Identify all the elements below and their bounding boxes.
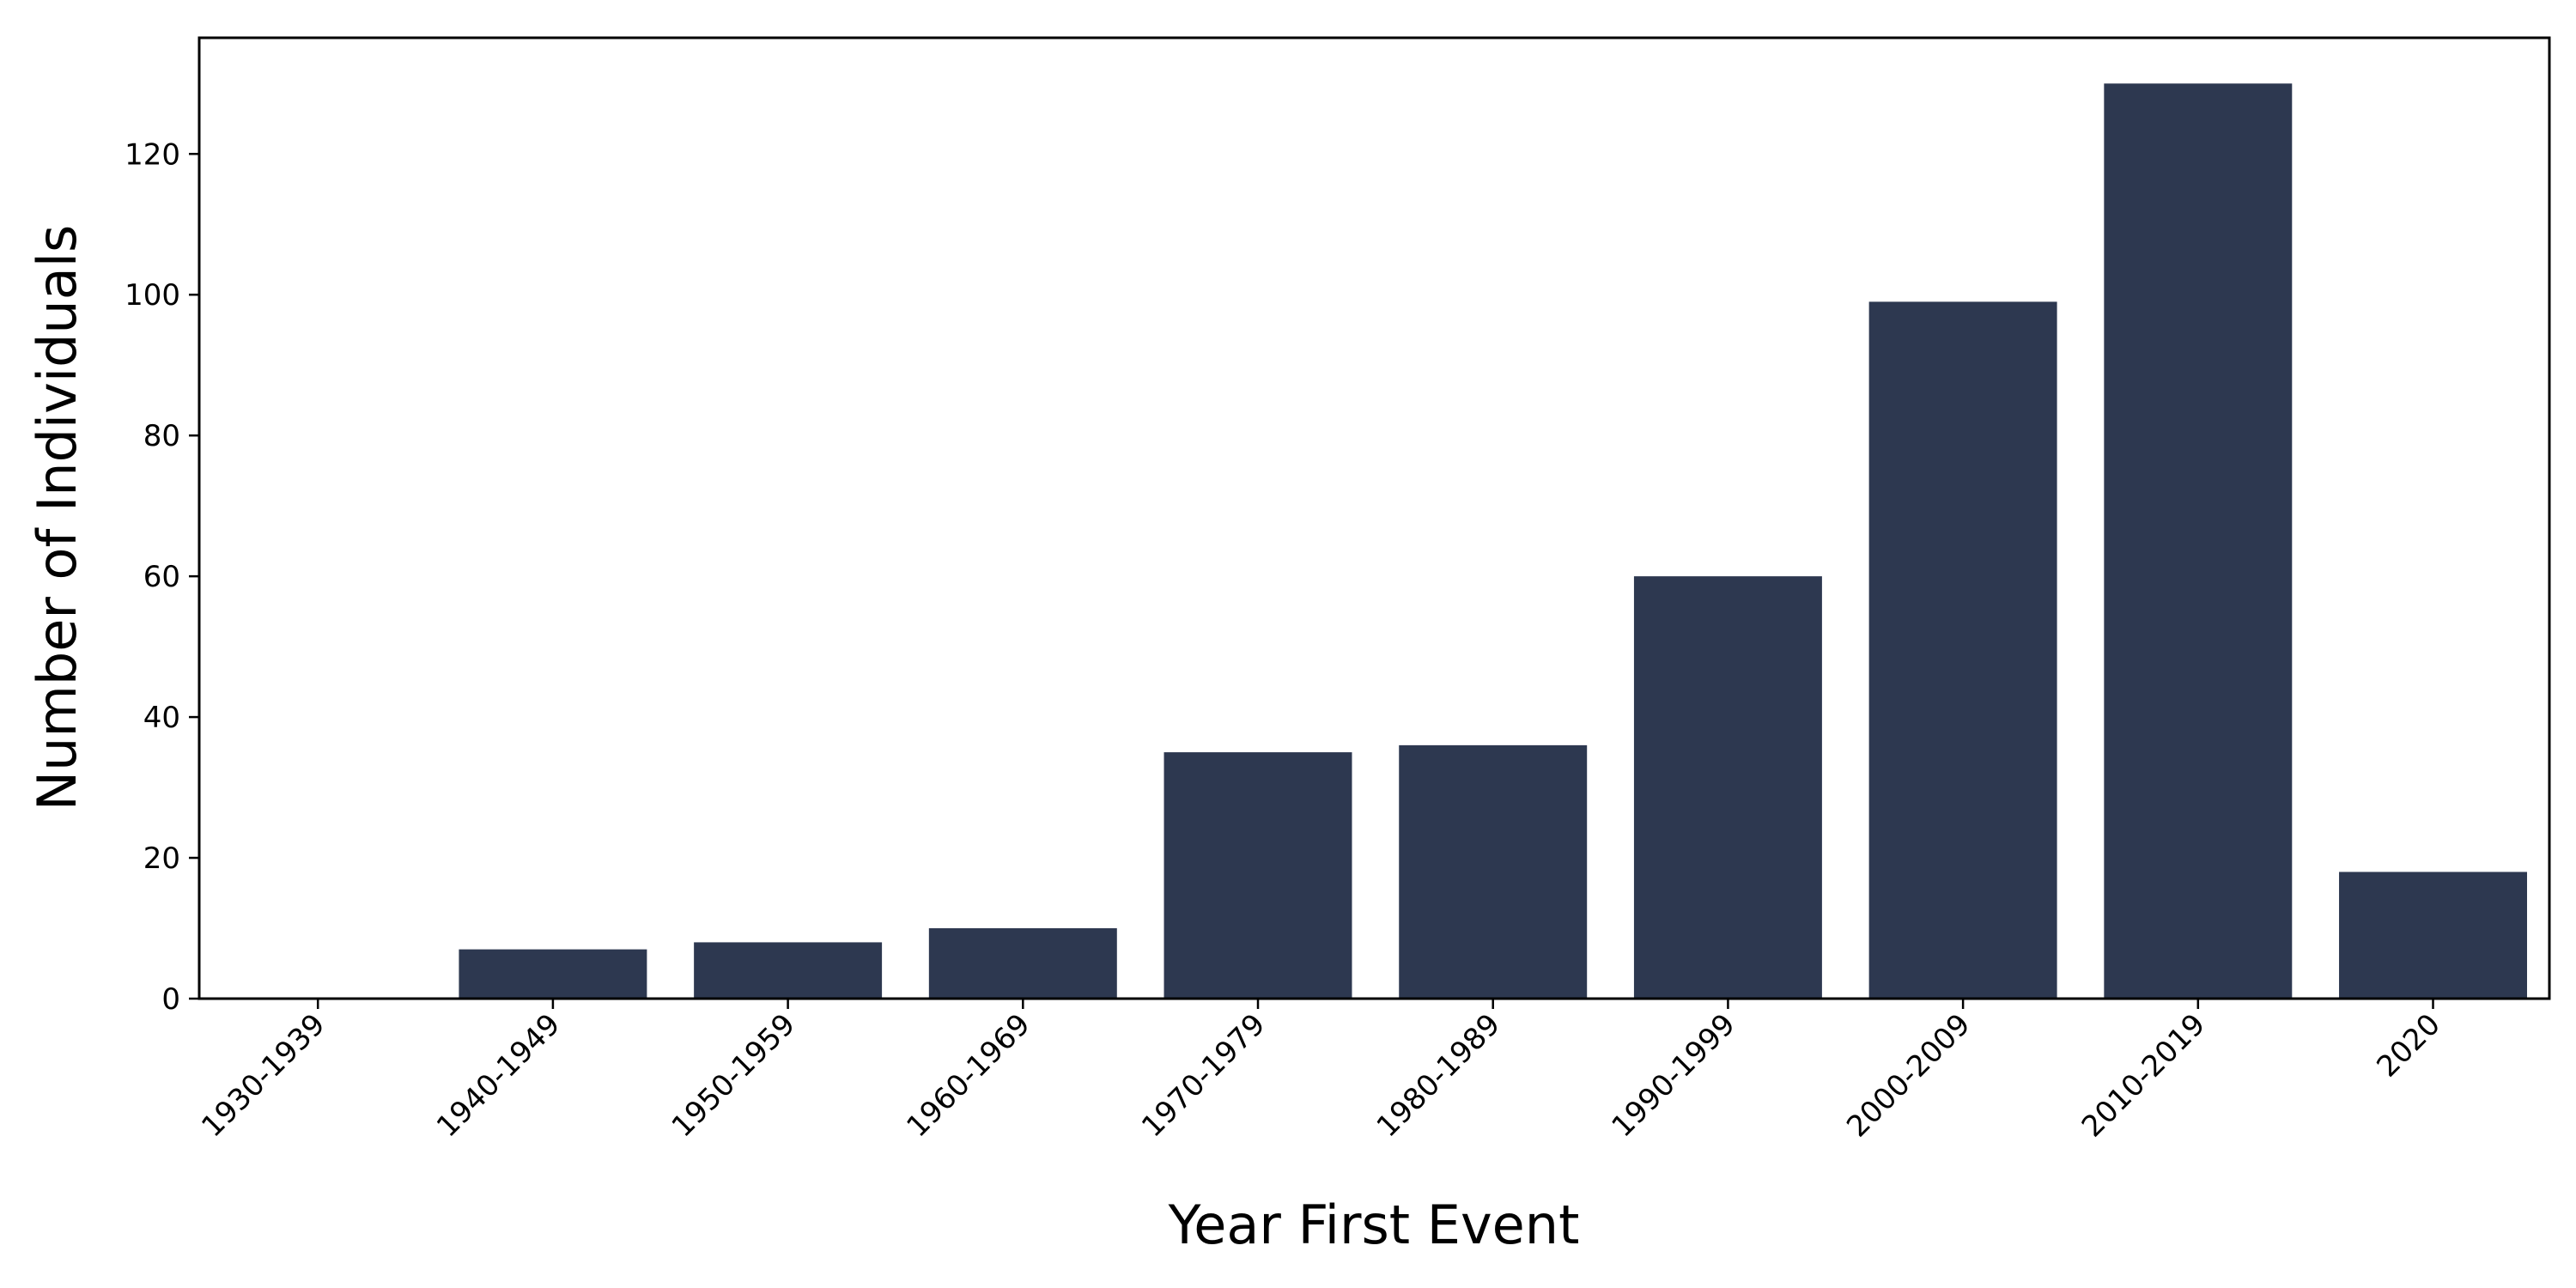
bar-1970-1979	[1163, 752, 1352, 999]
bar-2020	[2339, 872, 2527, 999]
x-tick-label: 1970-1979	[1135, 1007, 1272, 1144]
x-tick-label: 2000-2009	[1840, 1007, 1977, 1144]
x-axis: 1930-1939 1940-1949 1950-1959 1960-1969 1970…	[195, 999, 2447, 1144]
y-tick-label: 20	[143, 841, 180, 876]
y-tick-label: 120	[125, 137, 180, 172]
x-tick-label: 1950-1959	[665, 1007, 802, 1144]
plot-frame	[197, 36, 2551, 1000]
bar-2000-2009	[1868, 301, 2057, 999]
x-tick-label: 2010-2019	[2075, 1007, 2212, 1144]
x-tick-label: 1940-1949	[430, 1007, 567, 1144]
y-tick-label: 0	[161, 982, 180, 1017]
y-axis: 0 20 40 60 80 100 120	[125, 137, 199, 1017]
x-tick-label: 1980-1989	[1370, 1007, 1507, 1144]
y-tick-label: 60	[143, 560, 180, 594]
bar-2010-2019	[2104, 83, 2293, 999]
bars-layer	[459, 83, 2527, 999]
y-tick-label: 100	[125, 278, 180, 313]
bar-1960-1969	[928, 928, 1117, 999]
bar-1990-1999	[1633, 576, 1822, 999]
x-tick-label: 1930-1939	[195, 1007, 331, 1144]
x-tick-label: 2020	[2370, 1007, 2446, 1084]
y-tick-label: 40	[143, 701, 180, 735]
x-tick-label: 1960-1969	[900, 1007, 1036, 1144]
x-axis-title: Year First Event	[1168, 1194, 1580, 1256]
x-tick-label: 1990-1999	[1605, 1007, 1741, 1144]
y-axis-title: Number of Individuals	[26, 225, 88, 811]
bar-1980-1989	[1399, 744, 1588, 999]
bar-1940-1949	[459, 949, 647, 999]
y-tick-label: 80	[143, 419, 180, 453]
bar-1950-1959	[694, 942, 883, 999]
